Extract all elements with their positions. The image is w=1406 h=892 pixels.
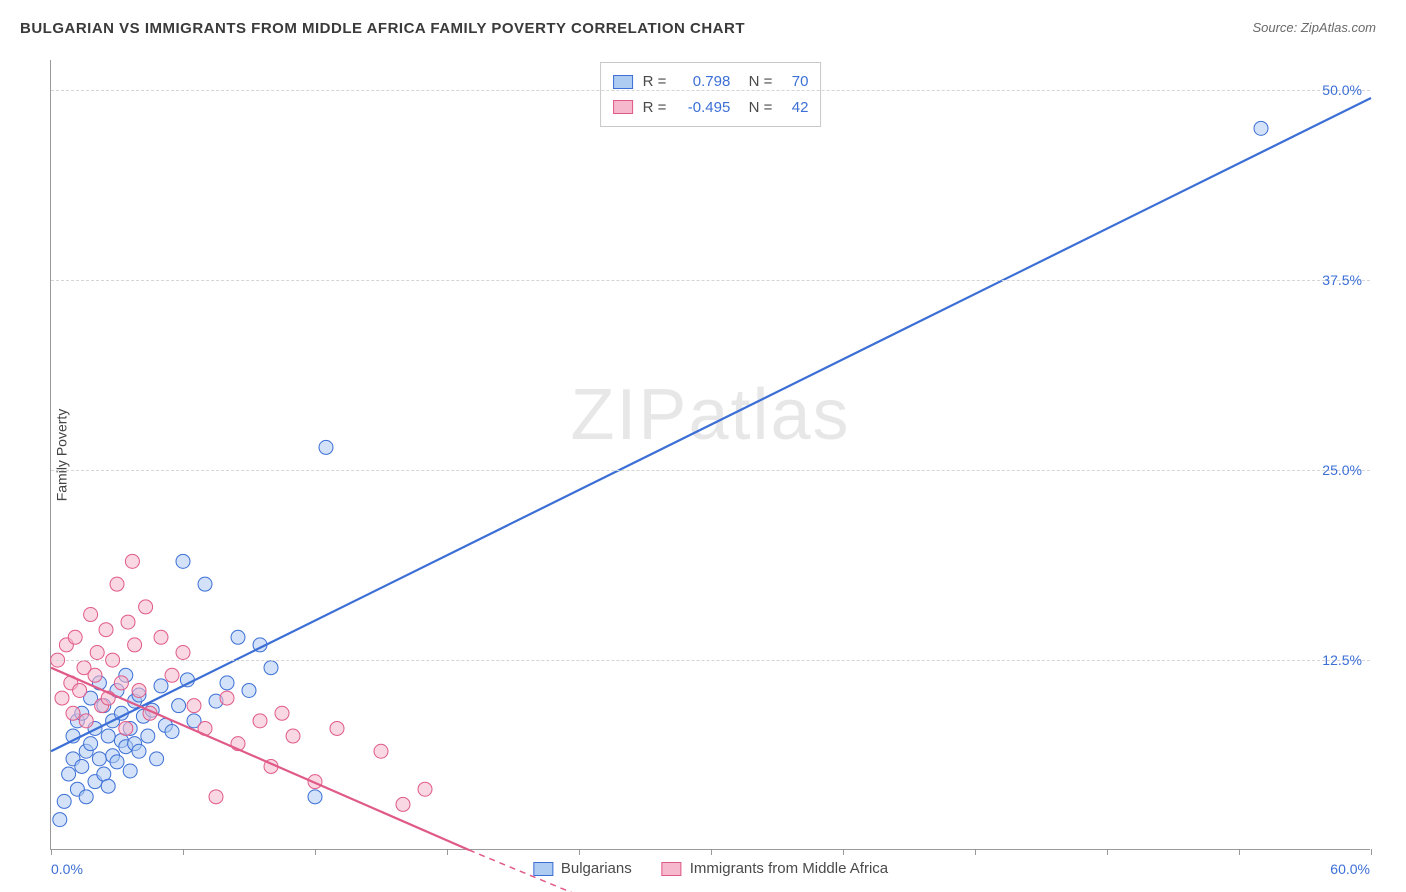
- scatter-point: [374, 744, 388, 758]
- plot-region: ZIPatlas R =0.798 N =70R =-0.495 N =42 0…: [50, 60, 1370, 850]
- y-tick-label: 12.5%: [1322, 652, 1362, 668]
- chart-svg: [51, 60, 1370, 849]
- x-tick: [579, 849, 580, 855]
- scatter-point: [1254, 121, 1268, 135]
- scatter-point: [119, 721, 133, 735]
- series-legend-item: Bulgarians: [533, 860, 632, 877]
- scatter-point: [330, 721, 344, 735]
- scatter-point: [88, 668, 102, 682]
- scatter-point: [110, 577, 124, 591]
- scatter-point: [123, 764, 137, 778]
- series-label: Immigrants from Middle Africa: [690, 860, 888, 877]
- scatter-point: [132, 744, 146, 758]
- x-tick: [315, 849, 316, 855]
- series-label: Bulgarians: [561, 860, 632, 877]
- scatter-point: [101, 779, 115, 793]
- scatter-point: [150, 752, 164, 766]
- scatter-point: [176, 646, 190, 660]
- scatter-point: [79, 714, 93, 728]
- legend-swatch: [662, 862, 682, 876]
- scatter-point: [132, 683, 146, 697]
- gridline: [51, 90, 1370, 91]
- x-tick: [843, 849, 844, 855]
- gridline: [51, 660, 1370, 661]
- scatter-point: [187, 699, 201, 713]
- scatter-point: [53, 813, 67, 827]
- scatter-point: [79, 790, 93, 804]
- scatter-point: [220, 676, 234, 690]
- x-tick: [975, 849, 976, 855]
- x-tick: [51, 849, 52, 855]
- scatter-point: [125, 554, 139, 568]
- scatter-point: [121, 615, 135, 629]
- gridline: [51, 470, 1370, 471]
- scatter-point: [62, 767, 76, 781]
- scatter-point: [220, 691, 234, 705]
- scatter-point: [242, 683, 256, 697]
- scatter-point: [264, 661, 278, 675]
- scatter-point: [231, 630, 245, 644]
- scatter-point: [73, 683, 87, 697]
- scatter-point: [141, 729, 155, 743]
- gridline: [51, 280, 1370, 281]
- scatter-point: [275, 706, 289, 720]
- x-tick: [1107, 849, 1108, 855]
- scatter-point: [154, 679, 168, 693]
- x-tick: [183, 849, 184, 855]
- scatter-point: [418, 782, 432, 796]
- series-legend: Bulgarians Immigrants from Middle Africa: [533, 860, 888, 877]
- x-axis-min-label: 0.0%: [51, 861, 83, 877]
- scatter-point: [114, 676, 128, 690]
- x-tick: [1371, 849, 1372, 855]
- scatter-point: [66, 706, 80, 720]
- y-tick-label: 37.5%: [1322, 272, 1362, 288]
- series-legend-item: Immigrants from Middle Africa: [662, 860, 888, 877]
- regression-line: [51, 98, 1371, 751]
- scatter-point: [165, 668, 179, 682]
- scatter-point: [75, 759, 89, 773]
- x-tick: [1239, 849, 1240, 855]
- scatter-point: [84, 737, 98, 751]
- scatter-point: [128, 638, 142, 652]
- chart-area: Family Poverty ZIPatlas R =0.798 N =70R …: [50, 60, 1370, 850]
- scatter-point: [92, 752, 106, 766]
- scatter-point: [57, 794, 71, 808]
- scatter-point: [165, 725, 179, 739]
- y-tick-label: 50.0%: [1322, 82, 1362, 98]
- scatter-point: [139, 600, 153, 614]
- scatter-point: [209, 790, 223, 804]
- scatter-point: [110, 755, 124, 769]
- scatter-point: [396, 797, 410, 811]
- y-tick-label: 25.0%: [1322, 462, 1362, 478]
- chart-title: BULGARIAN VS IMMIGRANTS FROM MIDDLE AFRI…: [20, 20, 745, 37]
- scatter-point: [101, 729, 115, 743]
- chart-source: Source: ZipAtlas.com: [1252, 20, 1376, 35]
- x-axis-max-label: 60.0%: [1330, 861, 1370, 877]
- legend-swatch: [533, 862, 553, 876]
- scatter-point: [90, 646, 104, 660]
- scatter-point: [84, 608, 98, 622]
- scatter-point: [55, 691, 69, 705]
- x-tick: [711, 849, 712, 855]
- scatter-point: [176, 554, 190, 568]
- scatter-point: [319, 440, 333, 454]
- scatter-point: [308, 790, 322, 804]
- scatter-point: [198, 577, 212, 591]
- scatter-point: [99, 623, 113, 637]
- x-tick: [447, 849, 448, 855]
- scatter-point: [154, 630, 168, 644]
- scatter-point: [68, 630, 82, 644]
- scatter-point: [253, 714, 267, 728]
- scatter-point: [172, 699, 186, 713]
- scatter-point: [286, 729, 300, 743]
